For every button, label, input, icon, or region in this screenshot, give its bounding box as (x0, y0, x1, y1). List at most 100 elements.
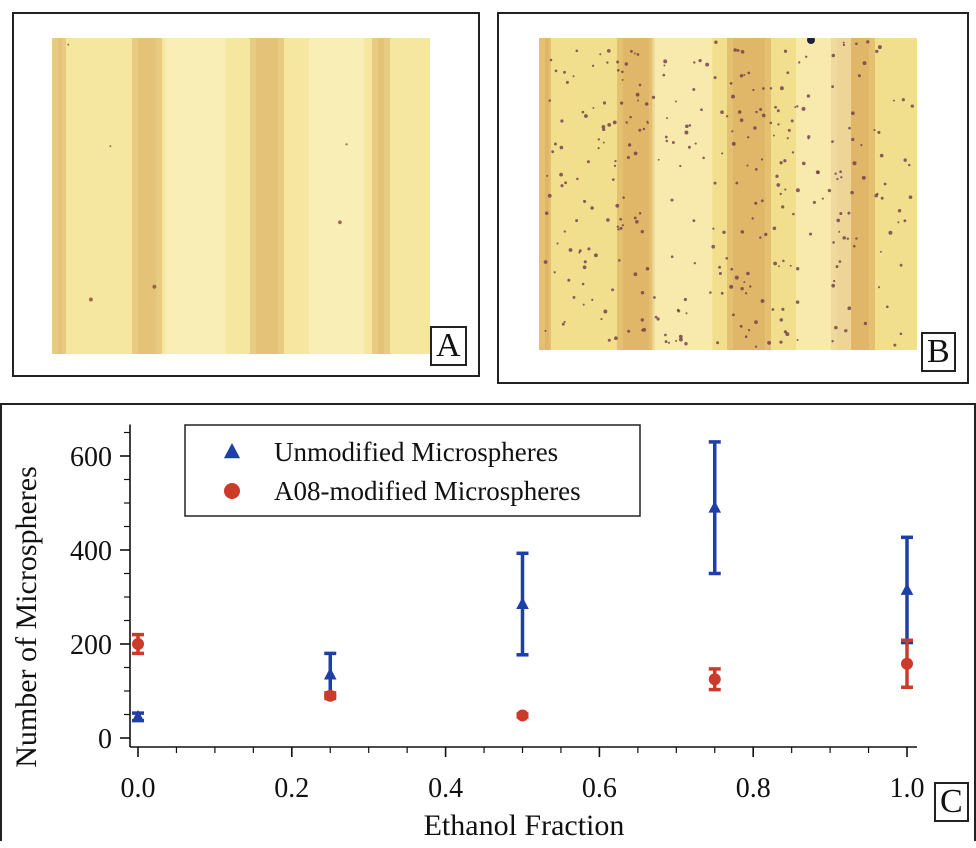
microsphere-dot (600, 318, 603, 321)
microsphere-dot (544, 211, 549, 215)
microsphere-dot (549, 58, 553, 62)
microsphere-dot (744, 335, 748, 339)
microsphere-dot (612, 120, 617, 125)
microsphere-dot (772, 226, 777, 231)
microsphere-dot (876, 192, 879, 196)
microsphere-dot (616, 68, 620, 72)
microsphere-dot (739, 74, 744, 78)
stripe-band (372, 38, 390, 354)
microsphere-dot (855, 42, 858, 46)
microsphere-dot (754, 201, 758, 205)
microsphere-dot (759, 108, 763, 111)
microsphere-dot (581, 110, 585, 114)
microsphere-dot (831, 339, 834, 343)
microsphere-dot (615, 203, 620, 208)
microsphere-dot (782, 259, 785, 263)
panel-c: 0 200 400 600 0.0 0.2 0.4 0.6 0.8 1.0 Number of M… (0, 403, 976, 842)
microsphere-dot (848, 126, 851, 130)
microsphere-dot (781, 307, 785, 311)
microsphere-dot (721, 152, 724, 155)
microsphere-dot (607, 122, 612, 127)
microsphere-dot (578, 249, 582, 253)
microsphere-dot (597, 138, 600, 141)
microsphere-dot (862, 61, 867, 66)
microsphere-dot (760, 199, 764, 203)
microsphere-dot (875, 49, 879, 54)
microsphere-dot (718, 271, 722, 276)
microsphere-dot (619, 217, 623, 221)
data-point-circle (708, 673, 721, 686)
microsphere-dot (640, 318, 644, 322)
microsphere-dot (760, 299, 765, 303)
microsphere-dot (786, 137, 789, 140)
microsphere-dot (754, 320, 758, 324)
microsphere-dot (771, 308, 775, 311)
microsphere-dot (638, 211, 642, 215)
microsphere-dot (897, 221, 900, 224)
legend-label: A08-modified Microspheres (274, 476, 581, 506)
microsphere-dot (893, 343, 897, 347)
microsphere-dot (559, 172, 563, 177)
data-point-triangle (131, 709, 145, 722)
y-tick-label: 600 (70, 442, 112, 473)
microsphere-dot (627, 329, 631, 333)
stripe-band-core (733, 38, 765, 350)
microsphere-dot (839, 170, 842, 173)
microsphere-dot (729, 82, 733, 85)
microsphere-dot (801, 161, 806, 166)
microsphere-dot (785, 332, 790, 337)
microsphere-dot (753, 126, 757, 130)
microsphere-dot (636, 53, 640, 56)
microsphere-dot (746, 164, 749, 167)
microsphere-dot (713, 76, 717, 80)
microsphere-dot (554, 69, 558, 73)
microsphere-dot (671, 141, 675, 144)
microsphere-dot (617, 228, 620, 231)
microsphere-dot (776, 109, 780, 113)
microsphere-dot (586, 160, 590, 164)
legend-entry: A08-modified Microspheres (224, 476, 581, 506)
microsphere-dot (664, 340, 668, 344)
microsphere-dot (688, 124, 692, 127)
microsphere-dot (67, 43, 70, 46)
microsphere-dot (559, 145, 564, 150)
microsphere-dot (816, 170, 820, 174)
microsphere-dot (733, 48, 737, 52)
microsphere-dot (827, 188, 832, 193)
microsphere-dot (601, 124, 606, 129)
microsphere-dot (627, 143, 632, 147)
microsphere-dot (795, 188, 800, 193)
microsphere-dot (847, 211, 851, 215)
x-tick-label: 0.4 (428, 773, 463, 804)
microsphere-dot (731, 130, 734, 133)
microsphere-dot (779, 161, 783, 165)
microsphere-dot (746, 271, 750, 276)
microsphere-dot (656, 317, 660, 321)
microsphere-dot (860, 144, 863, 147)
microsphere-dot (851, 137, 855, 142)
microsphere-dot (751, 217, 754, 220)
microsphere-dot (640, 230, 644, 234)
microsphere-dot (844, 329, 848, 333)
microsphere-dot (796, 339, 799, 341)
microsphere-dot (764, 232, 768, 237)
legend-triangle-icon (223, 443, 241, 459)
microsphere-dot (642, 127, 646, 131)
y-tick-label: 200 (70, 630, 112, 661)
microsphere-dot (888, 230, 893, 235)
microsphere-dot (899, 332, 903, 336)
microsphere-dot (720, 110, 724, 114)
micrograph-a (52, 38, 430, 354)
microsphere-dot (666, 117, 669, 120)
microsphere-dot (716, 341, 720, 345)
microsphere-dot (735, 181, 739, 185)
microsphere-dot (885, 305, 889, 309)
stripe-band-core (623, 38, 649, 350)
microsphere-dot (684, 130, 689, 135)
microsphere-dot (590, 206, 594, 210)
microsphere-dot (833, 279, 836, 283)
series-a08-modified (132, 632, 913, 722)
microsphere-dot (739, 118, 744, 122)
microsphere-dot (337, 220, 342, 225)
microsphere-dot (737, 110, 742, 114)
